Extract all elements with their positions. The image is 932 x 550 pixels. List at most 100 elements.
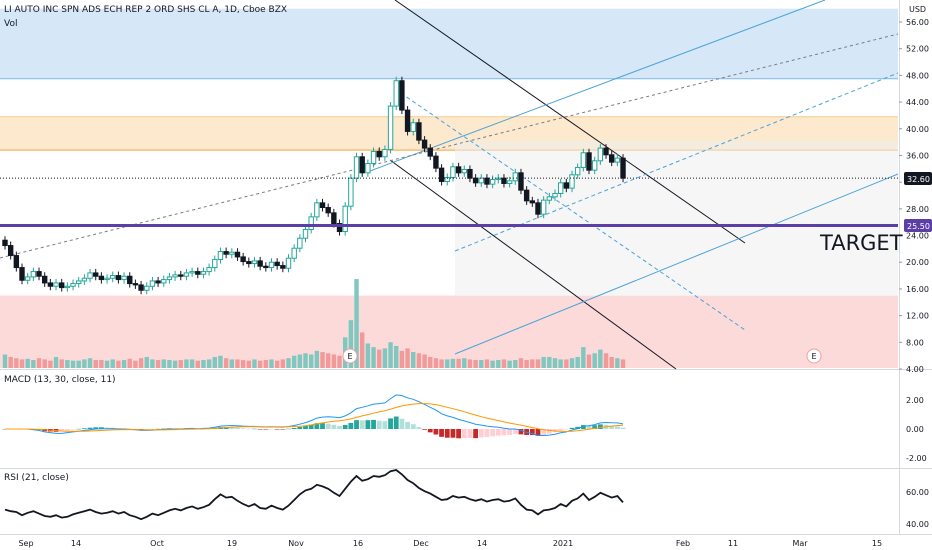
time-axis-label: 14 xyxy=(71,539,81,548)
time-axis-label: Sep xyxy=(18,539,33,548)
candle-body xyxy=(455,166,462,174)
macd-histogram-bar xyxy=(70,429,76,430)
channel-lower-line xyxy=(389,159,677,370)
time-axis-label: 2021 xyxy=(553,539,573,548)
candle-body xyxy=(467,168,473,179)
macd-histogram-bar xyxy=(410,424,416,429)
macd-axis-label: -2.00 xyxy=(906,454,927,463)
volume-bar xyxy=(365,343,371,368)
macd-histogram-bar xyxy=(235,427,240,429)
volume-bar xyxy=(14,358,19,368)
macd-histogram-bar xyxy=(518,429,524,435)
volume-bar xyxy=(235,359,240,368)
volume-bar xyxy=(53,356,59,368)
macd-histogram-bar xyxy=(93,427,99,429)
earnings-marker-label: E xyxy=(811,352,816,361)
volume-bar xyxy=(93,360,98,368)
candle-body xyxy=(234,251,241,258)
volume-bar xyxy=(558,359,563,368)
candle-body xyxy=(291,247,297,259)
macd-histogram-bar xyxy=(337,425,342,429)
volume-bar xyxy=(615,358,620,368)
price-axis-label: 4.00 xyxy=(906,365,924,374)
candle-body xyxy=(325,207,331,214)
rsi-line xyxy=(4,469,624,521)
volume-bar xyxy=(513,360,518,368)
macd-histogram-bar xyxy=(478,429,484,438)
price-axis-label: 16.00 xyxy=(906,285,929,294)
candle-body xyxy=(597,147,604,162)
macd-histogram-bar xyxy=(433,429,439,435)
macd-title: MACD (13, 30, close, 11) xyxy=(4,375,116,385)
candle-body xyxy=(64,285,71,289)
candle-body xyxy=(416,122,422,141)
candle-body xyxy=(53,282,59,287)
volume-bar xyxy=(388,342,393,368)
candle-body xyxy=(161,279,167,284)
candle-body xyxy=(98,275,105,281)
candle-body xyxy=(365,162,371,174)
price-axis-label: 48.00 xyxy=(906,71,929,80)
candle-body xyxy=(506,180,513,184)
macd-histogram-bar xyxy=(297,426,303,429)
volume-bar xyxy=(360,332,365,368)
candle-body xyxy=(523,189,530,202)
macd-histogram-bar xyxy=(144,429,150,430)
macd-histogram-bar xyxy=(371,419,376,429)
candle-body xyxy=(223,251,229,255)
volume-bar xyxy=(535,359,541,368)
macd-histogram-bar xyxy=(161,428,167,430)
time-axis-label: 16 xyxy=(353,539,363,548)
macd-histogram-bar xyxy=(382,421,388,429)
earnings-marker[interactable]: E xyxy=(342,348,358,364)
macd-histogram-bar xyxy=(575,426,581,429)
macd-histogram-bar xyxy=(507,429,513,435)
earnings-marker-label: E xyxy=(347,352,352,361)
candle-body xyxy=(30,271,37,278)
candle-body xyxy=(370,150,377,164)
volume-bar xyxy=(541,356,546,368)
volume-bar xyxy=(428,356,433,368)
macd-histogram-bar xyxy=(263,429,269,430)
volume-bar xyxy=(303,353,308,368)
volume-bar xyxy=(150,359,155,368)
candle-body xyxy=(620,157,626,179)
candle-body xyxy=(501,177,507,184)
macd-histogram-bar xyxy=(592,425,598,429)
candle-body xyxy=(512,172,518,182)
macd-histogram-bar xyxy=(240,428,246,429)
earnings-marker[interactable]: E xyxy=(806,348,822,364)
macd-histogram-bar xyxy=(529,429,535,436)
consolidation-box xyxy=(455,140,898,297)
volume-bar xyxy=(354,279,359,368)
macd-histogram-bar xyxy=(376,420,382,429)
candle-body xyxy=(399,80,405,111)
volume-bar xyxy=(36,358,42,368)
candle-body xyxy=(47,282,54,287)
candle-body xyxy=(257,260,263,267)
rsi-title: RSI (21, close) xyxy=(4,473,69,483)
candle-body xyxy=(393,80,399,107)
zone-blue xyxy=(0,8,898,79)
macd-histogram-bar xyxy=(320,423,325,429)
candle-body xyxy=(93,272,99,277)
volume-bar xyxy=(598,349,603,368)
volume-bar xyxy=(59,359,64,368)
volume-bar xyxy=(167,360,172,368)
macd-histogram-bar xyxy=(331,424,337,429)
candle-body xyxy=(450,166,456,178)
macd-histogram-bar xyxy=(274,429,280,430)
volume-bar xyxy=(133,360,138,368)
macd-histogram-bar xyxy=(291,427,297,429)
volume-bar xyxy=(547,356,552,368)
volume-bar xyxy=(201,360,206,368)
volume-bar xyxy=(269,359,274,368)
volume-bar xyxy=(320,352,325,368)
macd-histogram-bar xyxy=(473,429,479,439)
candle-body xyxy=(36,271,42,277)
volume-bar xyxy=(172,360,178,368)
macd-histogram-bar xyxy=(365,420,371,429)
volume-bar xyxy=(422,354,427,368)
volume-bar xyxy=(456,358,461,368)
